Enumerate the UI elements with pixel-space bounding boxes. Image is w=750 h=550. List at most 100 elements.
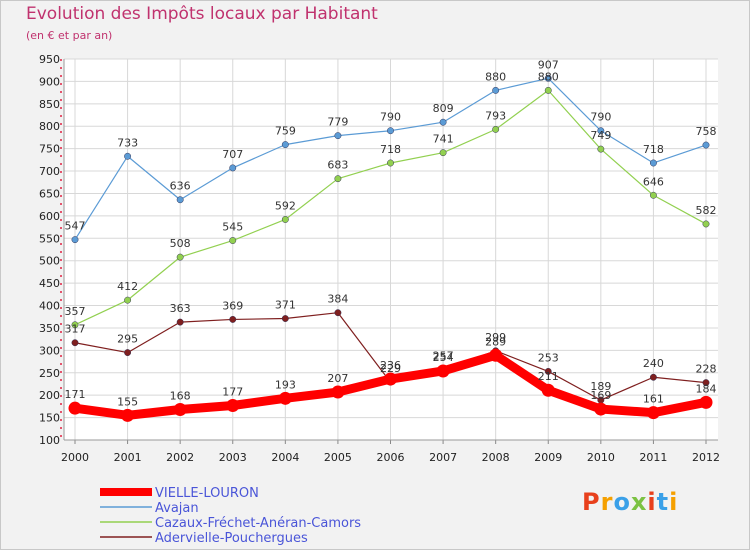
data-point bbox=[173, 403, 187, 417]
data-label: 289 bbox=[485, 335, 506, 348]
data-point bbox=[176, 318, 184, 326]
y-tick-label: 350 bbox=[39, 322, 60, 335]
x-tick-label: 2011 bbox=[639, 451, 667, 464]
data-label: 369 bbox=[222, 299, 243, 312]
data-point bbox=[229, 237, 237, 244]
x-tick-label: 2000 bbox=[61, 451, 89, 464]
y-tick-label: 300 bbox=[39, 344, 60, 357]
data-label: 718 bbox=[380, 143, 401, 156]
data-label: 357 bbox=[65, 305, 86, 318]
data-label: 582 bbox=[696, 204, 717, 217]
data-point bbox=[492, 86, 500, 94]
data-point bbox=[702, 141, 710, 149]
data-labels: 171 155 168 177 193 207 236 254 289 211 169 161 184 5… bbox=[65, 58, 717, 408]
data-label: 257 bbox=[433, 350, 454, 363]
proxiti-logo: Proxiti bbox=[582, 488, 678, 516]
legend-label-0: VIELLE-LOURON bbox=[155, 486, 259, 501]
data-label: 718 bbox=[643, 143, 664, 156]
data-label: 790 bbox=[380, 111, 401, 124]
legend: VIELLE-LOURONAvajanCazaux-Fréchet-Anéran… bbox=[100, 486, 361, 546]
x-tick-label: 2002 bbox=[166, 451, 194, 464]
data-point bbox=[124, 152, 132, 160]
data-label: 749 bbox=[590, 129, 611, 142]
data-label: 184 bbox=[696, 382, 717, 395]
data-label: 317 bbox=[65, 323, 86, 336]
data-label: 155 bbox=[117, 395, 138, 408]
y-tick-label: 250 bbox=[39, 367, 60, 380]
data-point bbox=[71, 321, 79, 329]
y-tick-label: 700 bbox=[39, 165, 60, 178]
data-point bbox=[387, 159, 394, 167]
y-tick-label: 600 bbox=[39, 210, 60, 223]
logo-letter: i bbox=[647, 488, 657, 516]
data-point bbox=[436, 364, 450, 378]
data-label: 707 bbox=[222, 148, 243, 161]
chart-subtitle: (en € et par an) bbox=[26, 29, 113, 42]
data-point bbox=[124, 296, 132, 304]
logo-letter: t bbox=[656, 488, 670, 516]
logo-letter: i bbox=[669, 488, 679, 516]
y-tick-label: 900 bbox=[39, 75, 60, 88]
data-label: 907 bbox=[538, 58, 559, 71]
y-tick-label: 800 bbox=[39, 120, 60, 133]
data-point bbox=[439, 118, 447, 126]
data-label: 547 bbox=[65, 220, 86, 233]
data-point bbox=[544, 86, 552, 94]
data-point bbox=[124, 349, 132, 357]
axes: 100 150 200 250 300 350 400 450 500 550 600 650 700 7… bbox=[39, 53, 720, 464]
data-label: 636 bbox=[170, 180, 191, 193]
data-point bbox=[489, 348, 503, 362]
data-label: 229 bbox=[380, 362, 401, 375]
data-point bbox=[597, 127, 605, 135]
legend-label-3: Adervielle-Pouchergues bbox=[155, 531, 308, 546]
logo-letter: r bbox=[600, 488, 614, 516]
data-label: 254 bbox=[433, 351, 454, 364]
data-point bbox=[699, 395, 713, 409]
data-point bbox=[281, 315, 289, 322]
data-point bbox=[649, 191, 657, 199]
data-point bbox=[226, 398, 240, 412]
data-point bbox=[334, 309, 342, 317]
y-tick-label: 450 bbox=[39, 277, 60, 290]
data-point bbox=[702, 220, 710, 228]
data-label: 371 bbox=[275, 299, 296, 312]
data-point bbox=[68, 401, 82, 415]
data-label: 236 bbox=[380, 359, 401, 372]
data-label: 177 bbox=[222, 385, 243, 398]
data-label: 211 bbox=[538, 370, 559, 383]
data-label: 790 bbox=[590, 111, 611, 124]
data-label: 189 bbox=[590, 380, 611, 393]
data-point bbox=[649, 373, 657, 381]
data-point bbox=[229, 315, 237, 323]
x-tick-label: 2005 bbox=[324, 451, 352, 464]
data-label: 508 bbox=[170, 237, 191, 250]
x-tick-label: 2009 bbox=[534, 451, 562, 464]
chart-title: Evolution des Impôts locaux par Habitant bbox=[26, 4, 378, 24]
data-point bbox=[176, 253, 184, 261]
data-label: 240 bbox=[643, 357, 664, 370]
data-point bbox=[597, 145, 605, 153]
y-tick-label: 500 bbox=[39, 255, 60, 268]
y-tick-label: 750 bbox=[39, 143, 60, 156]
data-point bbox=[649, 159, 657, 167]
data-point bbox=[331, 385, 345, 399]
data-point bbox=[71, 339, 79, 347]
data-label: 779 bbox=[327, 116, 348, 129]
logo-letter: o bbox=[613, 488, 631, 516]
x-tick-label: 2004 bbox=[271, 451, 299, 464]
data-label: 741 bbox=[433, 133, 454, 146]
data-label: 592 bbox=[275, 199, 296, 212]
data-label: 880 bbox=[485, 70, 506, 83]
y-tick-label: 400 bbox=[39, 300, 60, 313]
data-label: 168 bbox=[170, 390, 191, 403]
x-tick-label: 2010 bbox=[587, 451, 615, 464]
data-label: 295 bbox=[117, 333, 138, 346]
data-point bbox=[544, 74, 552, 82]
data-point bbox=[278, 391, 292, 405]
data-point bbox=[121, 408, 135, 422]
data-label: 545 bbox=[222, 221, 243, 234]
y-tick-label: 150 bbox=[39, 412, 60, 425]
data-label: 193 bbox=[275, 378, 296, 391]
data-label: 758 bbox=[696, 125, 717, 138]
